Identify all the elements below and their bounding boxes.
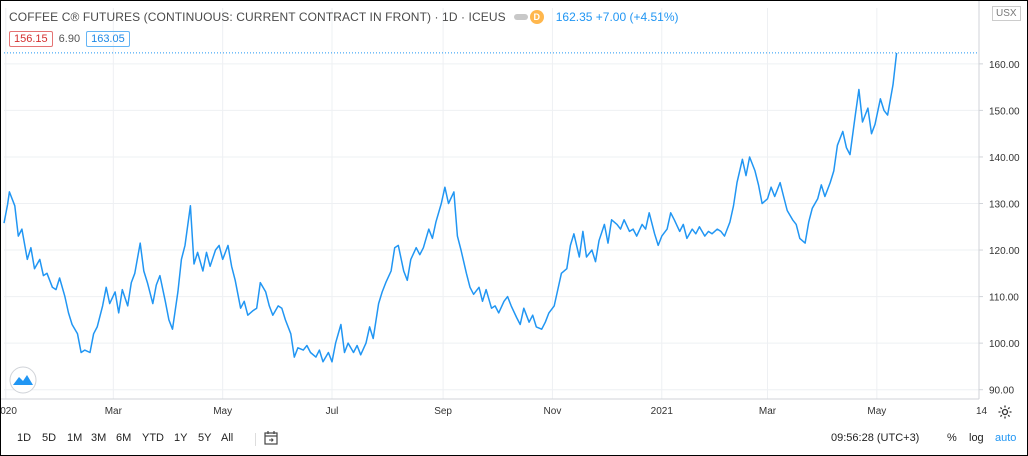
y-tick-label: 120.00 bbox=[989, 246, 1020, 257]
price-series-line bbox=[3, 52, 898, 363]
y-axis-ticks: 90.00 100.00 110.00 120.00 130.00 140.00 150.0… bbox=[979, 60, 1020, 397]
toolbar-divider bbox=[255, 433, 256, 446]
x-tick-label: Mar bbox=[105, 406, 123, 417]
price-boxes: 156.15 6.90 163.05 bbox=[9, 31, 130, 47]
grid-lines bbox=[4, 8, 979, 399]
sell-price-box[interactable]: 156.15 bbox=[9, 31, 53, 47]
axes bbox=[1, 1, 980, 400]
last-quote: 162.35 +7.00 (+4.51%) bbox=[555, 10, 679, 24]
x-tick-label: 2021 bbox=[651, 406, 674, 417]
buy-price-box[interactable]: 163.05 bbox=[86, 31, 130, 47]
spread-value: 6.90 bbox=[58, 33, 81, 45]
settings-gear-icon[interactable] bbox=[997, 404, 1013, 420]
y-tick-label: 90.00 bbox=[989, 386, 1014, 397]
range-5d-button[interactable]: 5D bbox=[42, 432, 57, 444]
range-6m-button[interactable]: 6M bbox=[116, 432, 132, 444]
x-tick-label: May bbox=[867, 406, 886, 417]
x-tick-label: Jul bbox=[326, 406, 339, 417]
auto-scale-button[interactable]: auto bbox=[995, 432, 1017, 444]
symbol-title[interactable]: COFFEE C® FUTURES (CONTINUOUS: CURRENT C… bbox=[9, 10, 506, 24]
x-axis-ticks: 2020 Mar May Jul Sep Nov 2021 Mar May 14 bbox=[1, 406, 988, 417]
x-tick-label: Mar bbox=[759, 406, 777, 417]
range-1d-button[interactable]: 1D bbox=[17, 432, 32, 444]
range-1m-button[interactable]: 1M bbox=[67, 432, 83, 444]
tradingview-logo-icon[interactable] bbox=[9, 366, 37, 394]
x-tick-label: 2020 bbox=[1, 406, 17, 417]
y-tick-label: 130.00 bbox=[989, 200, 1020, 211]
clock-timezone[interactable]: 09:56:28 (UTC+3) bbox=[831, 432, 920, 444]
y-tick-label: 140.00 bbox=[989, 153, 1020, 164]
range-ytd-button[interactable]: YTD bbox=[142, 432, 164, 444]
y-tick-label: 160.00 bbox=[989, 60, 1020, 71]
range-all-button[interactable]: All bbox=[221, 432, 234, 444]
percent-scale-button[interactable]: % bbox=[947, 432, 957, 444]
chart-header: COFFEE C® FUTURES (CONTINUOUS: CURRENT C… bbox=[9, 7, 679, 27]
x-tick-label: Nov bbox=[544, 406, 562, 417]
visibility-pill-icon[interactable] bbox=[513, 14, 528, 20]
range-5y-button[interactable]: 5Y bbox=[198, 432, 212, 444]
x-tick-label: Sep bbox=[434, 406, 452, 417]
y-tick-label: 100.00 bbox=[989, 339, 1020, 350]
y-tick-label: 110.00 bbox=[989, 293, 1019, 304]
y-tick-label: 150.00 bbox=[989, 106, 1020, 117]
x-tick-label: May bbox=[213, 406, 232, 417]
currency-label[interactable]: USX bbox=[992, 6, 1021, 21]
range-3m-button[interactable]: 3M bbox=[91, 432, 107, 444]
delayed-data-badge[interactable]: D bbox=[529, 10, 544, 24]
bottom-toolbar: 1D 5D 1M 3M 6M YTD 1Y 5Y All 09:56:28 (U… bbox=[1, 428, 1027, 450]
calendar-goto-icon[interactable] bbox=[263, 430, 279, 449]
x-tick-label-trailing: 14 bbox=[976, 406, 988, 417]
range-1y-button[interactable]: 1Y bbox=[174, 432, 188, 444]
log-scale-button[interactable]: log bbox=[969, 432, 984, 444]
